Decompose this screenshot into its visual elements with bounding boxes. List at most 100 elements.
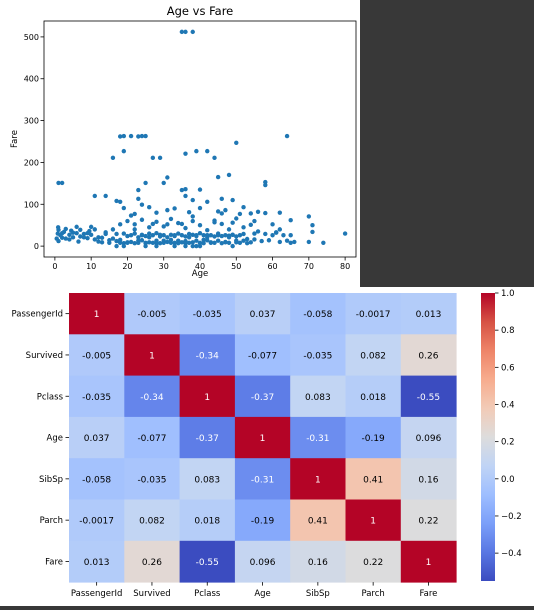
scatter-point <box>306 239 312 245</box>
scatter-point <box>117 222 123 227</box>
heatmap-cell-value: 1 <box>94 310 100 320</box>
scatter-point <box>244 236 250 242</box>
scatter-point <box>205 199 210 204</box>
scatter-point <box>114 238 119 244</box>
heatmap-cell <box>234 416 291 459</box>
heatmap-cell <box>400 458 457 500</box>
scatter-point <box>157 240 163 246</box>
heatmap-cell <box>345 499 402 542</box>
heatmap-cell-value: 0.082 <box>360 351 386 361</box>
scatter-point <box>321 240 326 245</box>
scatter-point <box>128 233 134 238</box>
scatter-point <box>136 196 141 202</box>
scatter-point <box>219 221 224 227</box>
scatter-point <box>139 217 145 222</box>
heatmap-cell <box>345 334 402 377</box>
scatter-point <box>74 230 79 236</box>
scatter-point <box>154 238 159 243</box>
x-axis-label: Age <box>192 269 208 279</box>
scatter-point <box>132 211 137 217</box>
heatmap-cell-value: 0.083 <box>194 475 220 485</box>
y-tick-label: 0 <box>34 242 39 251</box>
scatter-point <box>248 211 253 216</box>
scatter-point <box>125 218 130 224</box>
scatter-point <box>179 221 185 227</box>
heatmap-x-label: Survived <box>133 589 170 599</box>
heatmap-cell <box>69 293 125 335</box>
scatter-point <box>132 227 137 232</box>
scatter-point <box>81 231 87 237</box>
heatmap-panel: 1 -0.005 -0.035 0.037 -0.058 -0.0017 0.013 -0.0… <box>0 287 534 606</box>
scatter-point <box>165 239 170 245</box>
scatter-point <box>168 216 174 222</box>
heatmap-y-label: Pclass <box>37 392 64 402</box>
scatter-point <box>252 237 257 242</box>
heatmap-cell-value: -0.077 <box>248 351 277 361</box>
heatmap-y-labels: PassengerId Survived Pclass Age SibSp Parch Fa… <box>12 310 69 567</box>
y-tick-label: 400 <box>24 75 39 84</box>
correlation-heatmap: 1 -0.005 -0.035 0.037 -0.058 -0.0017 0.013 -0.0… <box>12 289 522 599</box>
scatter-point <box>176 231 181 236</box>
scatter-point <box>54 236 59 241</box>
heatmap-cell-value: -0.31 <box>251 475 274 485</box>
heatmap-y-label: Age <box>47 434 63 444</box>
scatter-point <box>306 214 312 219</box>
heatmap-cell-value: 1 <box>149 351 155 361</box>
heatmap-cell-value: 0.037 <box>84 434 110 444</box>
colorbar-tick-label: 0.4 <box>501 400 515 410</box>
heatmap-cell-value: 0.26 <box>142 558 162 568</box>
scatter-point <box>114 231 119 237</box>
heatmap-cell <box>69 499 125 542</box>
scatter-point <box>161 224 166 229</box>
colorbar-tick-label: 0.0 <box>501 475 515 485</box>
heatmap-cell <box>234 540 291 583</box>
chart-title: Age vs Fare <box>167 4 234 18</box>
scatter-point <box>277 239 283 245</box>
heatmap-cell-value: 0.013 <box>416 310 442 320</box>
x-tick-label: 0 <box>52 262 57 271</box>
scatter-point <box>212 240 217 245</box>
y-tick-label: 300 <box>24 117 39 126</box>
scatter-point <box>147 231 152 236</box>
scatter-point <box>132 240 137 246</box>
scatter-point <box>78 227 83 233</box>
heatmap-cell <box>179 293 236 335</box>
heatmap-cell <box>234 375 291 418</box>
heatmap-cell-value: -0.005 <box>137 310 166 320</box>
scatter-point <box>263 182 268 188</box>
x-axis-ticks: 0 10 20 30 40 50 60 70 80 <box>52 257 350 271</box>
scatter-point <box>190 218 195 224</box>
colorbar-tick-label: 0.6 <box>501 363 515 373</box>
scatter-point <box>150 233 156 238</box>
scatter-point <box>219 233 224 239</box>
heatmap-cell-value: -0.058 <box>82 475 111 485</box>
scatter-point <box>143 180 148 186</box>
heatmap-cell-value: -0.035 <box>82 393 111 403</box>
scatter-point <box>165 207 170 213</box>
scatter-point <box>154 230 159 236</box>
scatter-point <box>270 222 275 227</box>
scatter-point <box>194 243 199 249</box>
scatter-point <box>190 197 195 203</box>
scatter-point <box>63 236 68 241</box>
scatter-point <box>176 220 181 226</box>
heatmap-x-label: SibSp <box>306 589 330 599</box>
scatter-point <box>255 229 261 234</box>
scatter-point <box>161 180 166 186</box>
colorbar-tick-label: 0.8 <box>501 326 515 336</box>
scatter-point <box>215 174 221 180</box>
scatter-point <box>215 238 221 243</box>
scatter-point <box>248 222 253 227</box>
heatmap-cell <box>400 375 457 418</box>
y-axis-label: Fare <box>10 130 20 148</box>
y-tick-label: 100 <box>24 200 39 209</box>
heatmap-cell <box>234 458 291 500</box>
heatmap-cell-value: -0.31 <box>306 434 329 444</box>
scatter-point <box>92 237 97 242</box>
scatter-point <box>161 233 166 238</box>
heatmap-cell <box>124 334 181 377</box>
heatmap-cells: 1 -0.005 -0.035 0.037 -0.058 -0.0017 0.013 -0.0… <box>69 293 457 583</box>
scatter-point <box>197 243 203 249</box>
scatter-point <box>215 231 221 236</box>
scatter-point <box>176 240 181 246</box>
